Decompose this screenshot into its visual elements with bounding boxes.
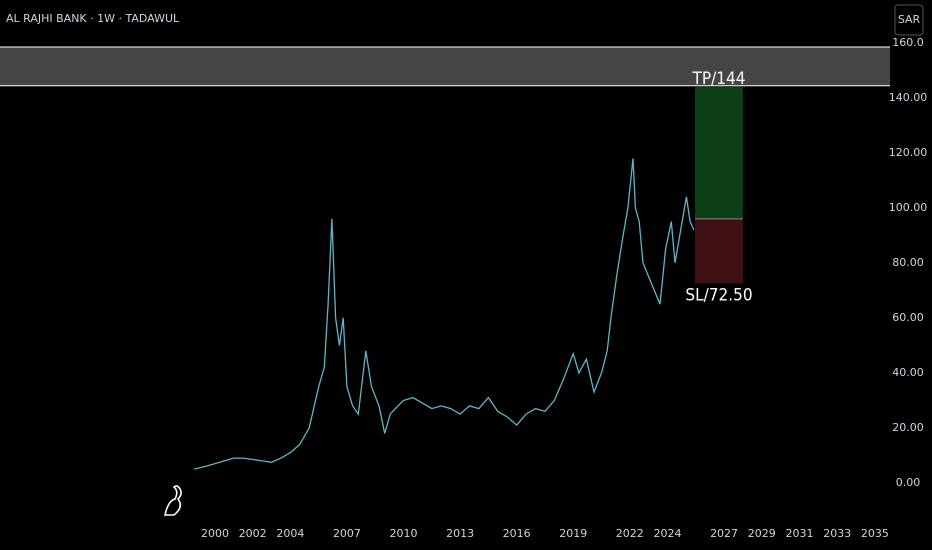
logo — [164, 485, 182, 516]
x-tick-label: 2019 — [559, 527, 587, 540]
price-line — [194, 158, 695, 470]
x-tick-label: 2013 — [446, 527, 474, 540]
x-tick-label: 2035 — [861, 527, 889, 540]
y-tick-label: 20.00 — [892, 421, 924, 434]
tp-label: TP/144 — [692, 69, 746, 89]
y-tick-label: 0.00 — [896, 476, 921, 489]
x-tick-label: 2002 — [239, 527, 267, 540]
x-tick-label: 2004 — [276, 527, 304, 540]
x-tick-label: 2010 — [390, 527, 418, 540]
y-tick-label: 120.00 — [889, 146, 928, 159]
y-tick-label: 80.00 — [892, 256, 924, 269]
x-tick-label: 2016 — [503, 527, 531, 540]
zone — [0, 47, 890, 86]
x-tick-label: 2031 — [785, 527, 813, 540]
currency-button[interactable] — [894, 4, 924, 36]
x-tick-label: 2024 — [654, 527, 682, 540]
currency[interactable]: SAR — [898, 13, 921, 26]
y-tick-label: 100.00 — [889, 201, 928, 214]
take-profit-zone — [695, 86, 743, 219]
y-tick-label: 40.00 — [892, 366, 924, 379]
stop-loss-zone — [695, 218, 743, 284]
x-tick-label: 2027 — [710, 527, 738, 540]
y-tick-label: 160.0 — [892, 36, 924, 49]
y-tick-label: 140.00 — [889, 91, 928, 104]
chart-title: AL RAJHI BANK · 1W · TADAWUL — [6, 12, 180, 25]
x-tick-label: 2007 — [333, 527, 361, 540]
x-tick-label: 2033 — [823, 527, 851, 540]
sl-label: SL/72.50 — [685, 286, 752, 306]
y-tick-label: 60.00 — [892, 311, 924, 324]
x-tick-label: 2022 — [616, 527, 644, 540]
x-tick-label: 2000 — [201, 527, 229, 540]
x-tick-label: 2029 — [748, 527, 776, 540]
